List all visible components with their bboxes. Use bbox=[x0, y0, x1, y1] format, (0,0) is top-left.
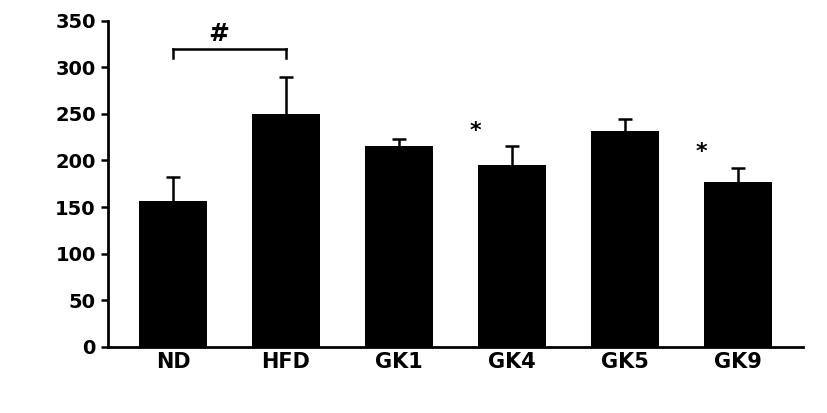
Bar bbox=[477, 165, 545, 347]
Bar bbox=[365, 147, 433, 347]
Bar bbox=[252, 114, 319, 347]
Text: *: * bbox=[470, 121, 481, 141]
Bar bbox=[139, 201, 207, 347]
Bar bbox=[703, 182, 771, 347]
Bar bbox=[590, 131, 657, 347]
Text: *: * bbox=[695, 142, 706, 162]
Text: #: # bbox=[208, 22, 228, 46]
